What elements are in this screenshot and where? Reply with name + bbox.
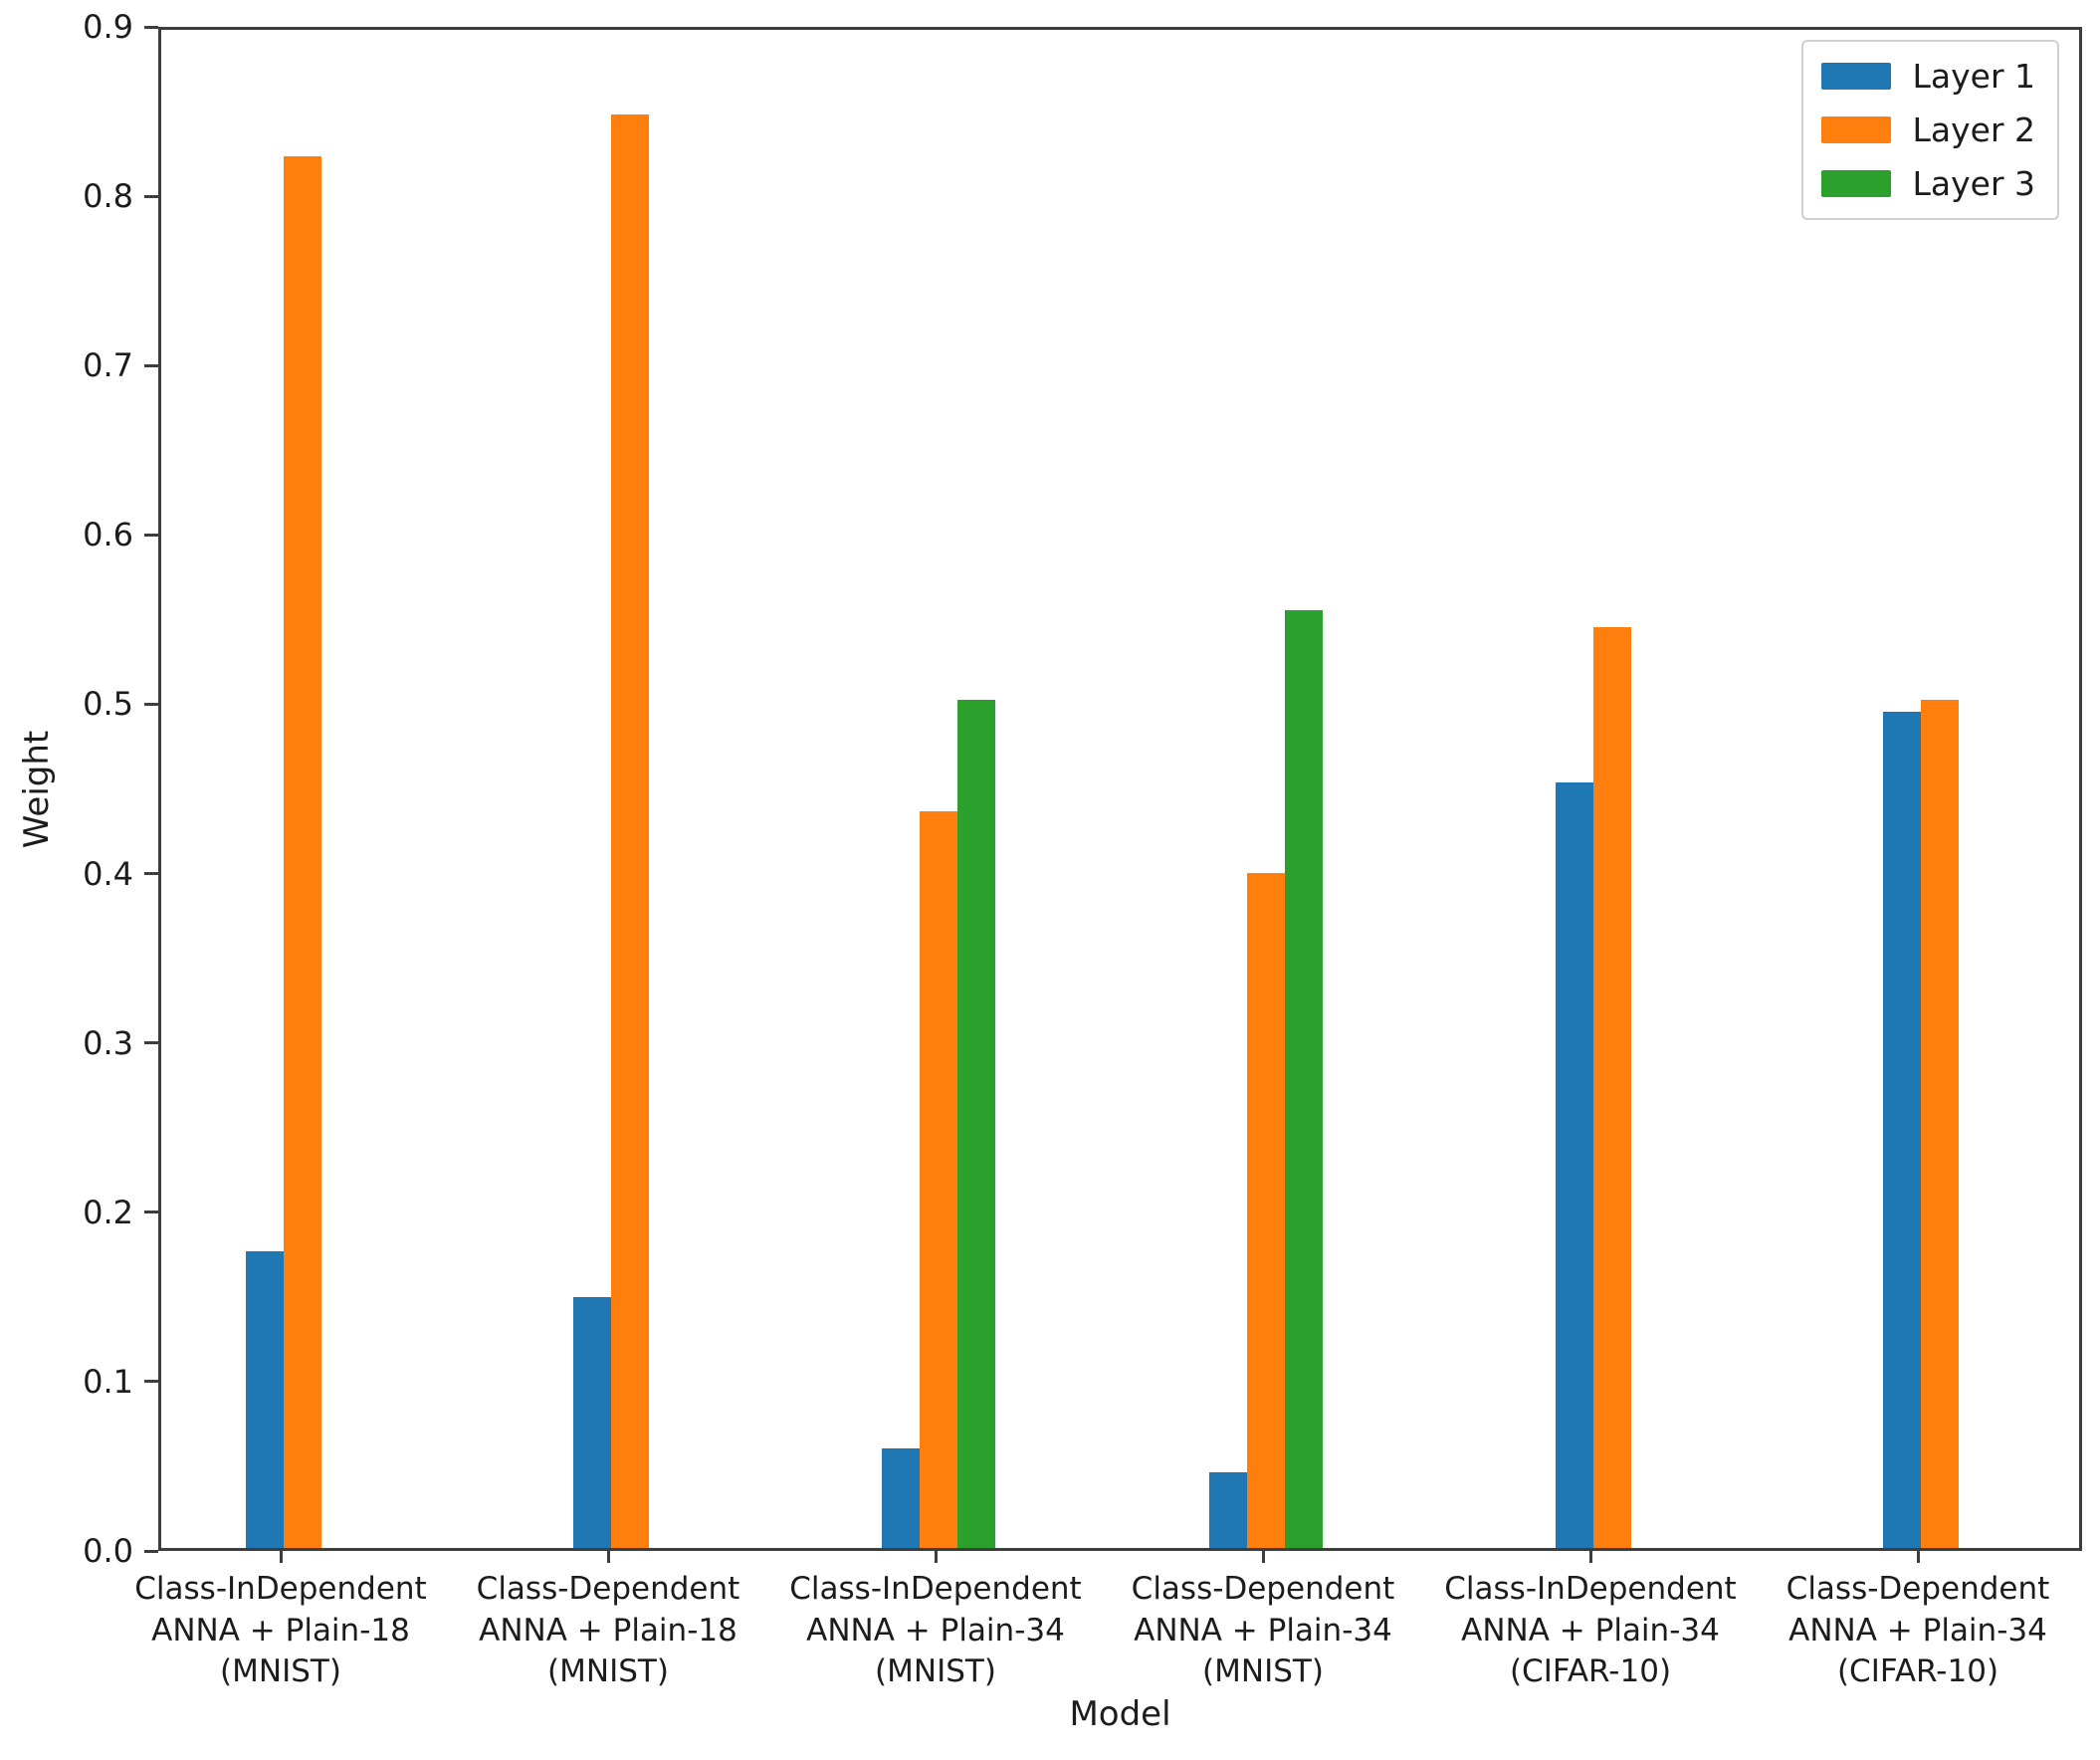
bar-layer2-group5 [1593, 626, 1631, 1548]
bar-layer1-group5 [1556, 781, 1593, 1548]
x-tick-mark [1588, 1551, 1592, 1563]
y-tick-label: 0.2 [83, 1193, 133, 1231]
y-tick-mark [144, 533, 158, 537]
x-tick-mark [934, 1551, 938, 1563]
bar-layer1-group1 [246, 1250, 284, 1548]
y-tick-label: 0.0 [83, 1532, 133, 1570]
y-tick-label: 0.7 [83, 346, 133, 385]
x-tick-label: Class-InDependent ANNA + Plain-34 (MNIST… [789, 1571, 1082, 1690]
legend-swatch-layer2 [1820, 116, 1891, 143]
bar-layer1-group6 [1883, 711, 1921, 1548]
x-tick-label: Class-InDependent ANNA + Plain-18 (MNIST… [134, 1571, 427, 1690]
x-tick-label: Class-InDependent ANNA + Plain-34 (CIFAR… [1444, 1571, 1737, 1690]
x-tick-mark [1261, 1551, 1265, 1563]
y-tick-label: 0.6 [83, 516, 133, 554]
plot-area: Layer 1 Layer 2 Layer 3 [158, 27, 2082, 1551]
legend-row-layer1: Layer 1 [1820, 57, 2036, 96]
bar-layer2-group6 [1921, 699, 1959, 1548]
x-tick-mark [279, 1551, 283, 1563]
bar-layer2-group4 [1247, 873, 1285, 1548]
legend-swatch-layer1 [1820, 63, 1891, 90]
legend-label-layer3: Layer 3 [1912, 164, 2036, 203]
y-tick-label: 0.5 [83, 685, 133, 724]
y-tick-mark [144, 194, 158, 198]
x-tick-label: Class-Dependent ANNA + Plain-34 (MNIST) [1131, 1571, 1395, 1690]
y-tick-mark [144, 363, 158, 367]
legend-label-layer2: Layer 2 [1912, 110, 2036, 149]
bar-layer1-group4 [1209, 1471, 1247, 1548]
bar-layer2-group3 [920, 810, 957, 1548]
x-tick-mark [606, 1551, 610, 1563]
x-tick-label: Class-Dependent ANNA + Plain-34 (CIFAR-1… [1785, 1571, 2050, 1690]
bar-layer1-group2 [573, 1296, 611, 1548]
y-tick-mark [144, 1549, 158, 1553]
legend-row-layer2: Layer 2 [1820, 110, 2036, 149]
bar-layer2-group1 [284, 156, 321, 1548]
y-tick-label: 0.9 [83, 8, 133, 46]
y-tick-mark [144, 25, 158, 29]
x-axis-label: Model [1069, 1694, 1171, 1734]
legend-swatch-layer3 [1820, 170, 1891, 197]
y-tick-mark [144, 1041, 158, 1045]
legend-label-layer1: Layer 1 [1912, 57, 2036, 96]
legend: Layer 1 Layer 2 Layer 3 [1800, 40, 2059, 220]
x-tick-label: Class-Dependent ANNA + Plain-18 (MNIST) [476, 1571, 740, 1690]
bar-layer1-group3 [882, 1448, 920, 1548]
y-tick-mark [144, 1380, 158, 1384]
y-tick-mark [144, 702, 158, 706]
y-axis-label: Weight [17, 730, 57, 849]
y-tick-label: 0.4 [83, 854, 133, 893]
y-tick-mark [144, 872, 158, 876]
bar-layer3-group4 [1285, 609, 1323, 1548]
bar-layer2-group2 [611, 113, 649, 1548]
y-tick-label: 0.1 [83, 1362, 133, 1401]
bar-layer3-group3 [957, 699, 995, 1548]
y-tick-label: 0.3 [83, 1023, 133, 1062]
y-tick-label: 0.8 [83, 177, 133, 216]
y-tick-mark [144, 1210, 158, 1214]
x-tick-mark [1916, 1551, 1920, 1563]
legend-row-layer3: Layer 3 [1820, 164, 2036, 203]
